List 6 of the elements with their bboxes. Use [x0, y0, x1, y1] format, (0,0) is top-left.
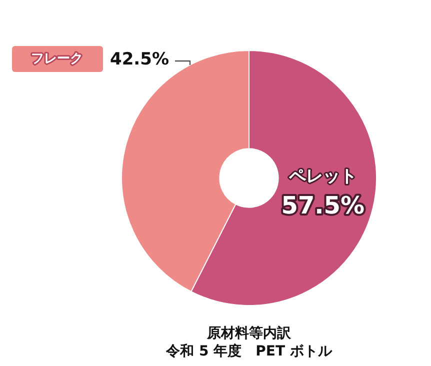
text: 令和 5 年度 PET ボトル: [165, 342, 333, 360]
slice-label: ペレット: [288, 166, 357, 187]
slice-label: フレーク: [31, 51, 83, 66]
data-label: 57.5%: [281, 192, 365, 220]
text: 原材料等内訳: [206, 326, 292, 342]
data-label: 42.5%: [110, 49, 169, 70]
